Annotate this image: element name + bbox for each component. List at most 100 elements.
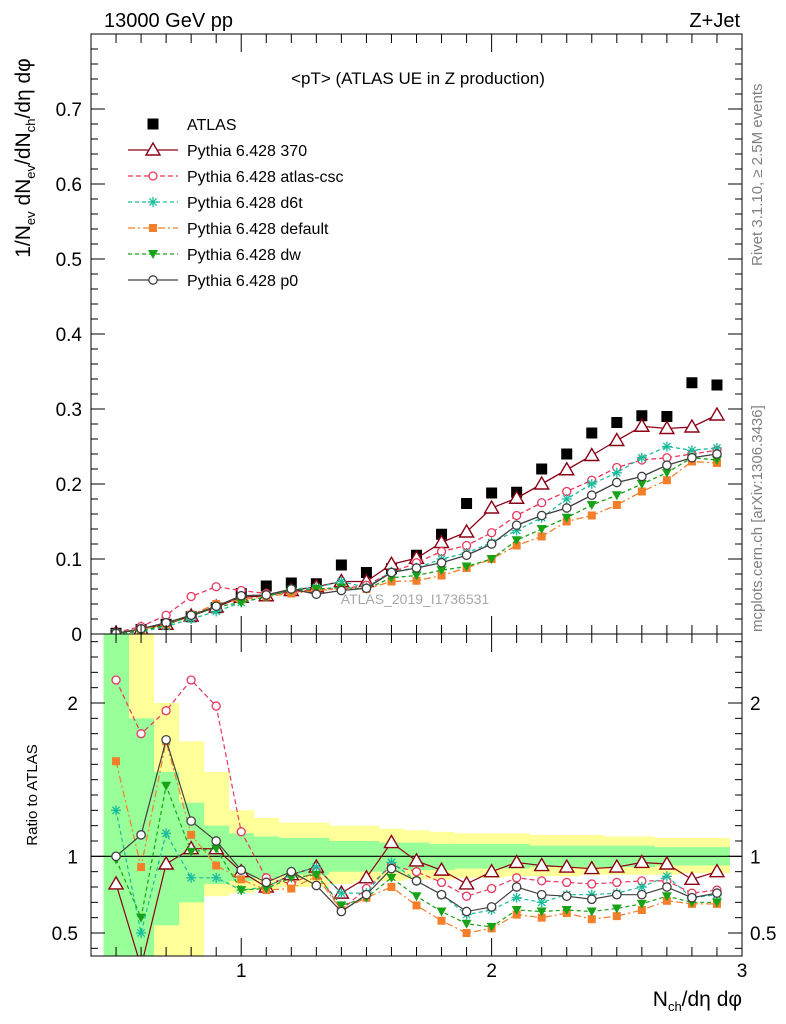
ratio-point-pythia-6-428-dw bbox=[186, 847, 197, 857]
main-point-pythia-6-428-p0 bbox=[712, 449, 722, 459]
ratio-point-pythia-6-428-dw bbox=[486, 922, 497, 932]
main-panel-axes: 0 0.1 0.2 0.3 0.4 0.5 0.6 0.7 bbox=[56, 33, 743, 646]
ratio-point-pythia-6-428-p0 bbox=[636, 889, 647, 900]
legend-entry-pythia-6-428-default: Pythia 6.428 default bbox=[128, 221, 329, 238]
main-point-pythia-6-428-370 bbox=[558, 461, 575, 476]
ratio-point-pythia-6-428-370 bbox=[107, 875, 125, 890]
ratio-point-pythia-6-428-dw bbox=[661, 892, 672, 902]
main-point-pythia-6-428-atlas-csc bbox=[486, 528, 497, 538]
ratio-point-pythia-6-428-370 bbox=[408, 852, 425, 867]
ratio-y-tick-label-left: 0.5 bbox=[52, 924, 78, 945]
ratio-point-pythia-6-428-default bbox=[612, 912, 621, 921]
ratio-point-pythia-6-428-dw bbox=[311, 870, 322, 880]
ratio-point-pythia-6-428-default bbox=[387, 883, 396, 891]
main-point-pythia-6-428-p0 bbox=[236, 590, 247, 601]
ratio-point-pythia-6-428-atlas-csc bbox=[612, 877, 622, 888]
main-point-pythia-6-428-p0 bbox=[311, 589, 322, 600]
ratio-point-pythia-6-428-dw bbox=[511, 906, 522, 915]
main-point-pythia-6-428-p0 bbox=[461, 550, 472, 561]
main-point-pythia-6-428-default bbox=[612, 501, 621, 509]
ratio-point-pythia-6-428-p0 bbox=[586, 894, 597, 905]
ratio-point-pythia-6-428-370 bbox=[358, 869, 375, 884]
main-point-pythia-6-428-370 bbox=[483, 499, 500, 514]
main-point-pythia-6-428-dw bbox=[661, 468, 672, 478]
ratio-point-pythia-6-428-dw bbox=[561, 906, 572, 915]
ratio-x-tick-label: 2 bbox=[486, 961, 497, 982]
ratio-point-pythia-6-428-p0 bbox=[311, 880, 322, 891]
header-right-label: Z+Jet bbox=[689, 10, 740, 32]
mcplots-source-label: mcplots.cern.ch [arXiv:1306.3436] bbox=[749, 405, 766, 632]
main-point-atlas bbox=[711, 379, 723, 391]
ratio-point-pythia-6-428-p0 bbox=[411, 876, 422, 886]
ratio-point-pythia-6-428-atlas-csc bbox=[537, 876, 547, 886]
main-point-pythia-6-428-p0 bbox=[511, 520, 522, 531]
ratio-point-pythia-6-428-default bbox=[462, 929, 471, 937]
ratio-point-pythia-6-428-d6t bbox=[511, 892, 522, 903]
main-point-atlas bbox=[561, 448, 573, 460]
legend-label: Pythia 6.428 370 bbox=[187, 143, 307, 160]
ratio-point-pythia-6-428-370 bbox=[157, 855, 175, 870]
ratio-point-pythia-6-428-p0 bbox=[386, 863, 397, 874]
ratio-point-pythia-6-428-d6t bbox=[336, 888, 347, 899]
ratio-point-pythia-6-428-p0 bbox=[261, 877, 272, 888]
ratio-point-pythia-6-428-370 bbox=[583, 860, 600, 875]
ratio-point-pythia-6-428-dw bbox=[461, 919, 472, 929]
ratio-band-inner bbox=[253, 836, 280, 878]
main-point-pythia-6-428-d6t bbox=[611, 467, 622, 478]
ratio-point-pythia-6-428-atlas-csc bbox=[186, 675, 196, 685]
ratio-point-pythia-6-428-atlas-csc bbox=[486, 883, 497, 894]
x-axis-title-text: Nch/dη dφ bbox=[653, 988, 742, 1014]
main-point-pythia-6-428-p0 bbox=[662, 460, 672, 471]
main-series-pythia-6-428-atlas-csc bbox=[111, 445, 722, 634]
main-point-atlas bbox=[636, 410, 648, 422]
ratio-point-pythia-6-428-370 bbox=[708, 863, 726, 878]
main-point-pythia-6-428-dw bbox=[711, 456, 722, 465]
main-point-pythia-6-428-p0 bbox=[211, 601, 222, 612]
legend-marker bbox=[148, 197, 158, 207]
main-point-atlas bbox=[611, 417, 623, 428]
main-point-pythia-6-428-d6t bbox=[636, 452, 647, 463]
main-point-atlas bbox=[260, 580, 272, 592]
main-point-pythia-6-428-dw bbox=[436, 566, 447, 576]
ratio-point-pythia-6-428-dw bbox=[261, 884, 272, 894]
ratio-x-tick-label: 1 bbox=[236, 961, 247, 982]
main-point-pythia-6-428-dw bbox=[486, 555, 497, 564]
ratio-point-pythia-6-428-p0 bbox=[511, 882, 522, 892]
ratio-point-pythia-6-428-d6t bbox=[661, 871, 672, 882]
main-point-pythia-6-428-p0 bbox=[586, 490, 597, 501]
ratio-point-pythia-6-428-atlas-csc bbox=[236, 827, 246, 837]
legend: ATLAS Pythia 6.428 370 Pythia 6.428 atlas-… bbox=[128, 117, 344, 290]
main-point-pythia-6-428-d6t bbox=[661, 441, 672, 452]
main-point-pythia-6-428-dw bbox=[461, 562, 472, 572]
analysis-watermark: ATLAS_2019_I1736531 bbox=[341, 591, 490, 607]
legend-entry-pythia-6-428-p0: Pythia 6.428 p0 bbox=[128, 273, 298, 290]
ratio-point-pythia-6-428-p0 bbox=[461, 906, 472, 917]
legend-marker bbox=[147, 118, 159, 130]
main-point-pythia-6-428-dw bbox=[411, 571, 422, 581]
main-point-pythia-6-428-atlas-csc bbox=[537, 498, 547, 508]
legend-marker bbox=[144, 141, 162, 156]
ratio-point-pythia-6-428-p0 bbox=[161, 734, 171, 745]
main-point-pythia-6-428-p0 bbox=[636, 471, 647, 482]
ratio-y-tick-label-left: 1 bbox=[67, 847, 78, 868]
ratio-point-pythia-6-428-dw bbox=[411, 892, 422, 902]
ratio-point-pythia-6-428-p0 bbox=[662, 882, 672, 892]
main-point-pythia-6-428-p0 bbox=[186, 610, 197, 621]
ratio-point-pythia-6-428-370 bbox=[608, 858, 626, 873]
ratio-point-pythia-6-428-default bbox=[637, 906, 646, 914]
ratio-point-pythia-6-428-atlas-csc bbox=[161, 706, 171, 716]
legend-entry-atlas: ATLAS bbox=[147, 117, 237, 134]
ratio-point-pythia-6-428-370 bbox=[134, 960, 148, 972]
ratio-point-pythia-6-428-p0 bbox=[436, 889, 447, 900]
ratio-point-pythia-6-428-default bbox=[237, 875, 246, 884]
ratio-panel-series bbox=[107, 675, 726, 972]
ratio-y-tick-label-right: 1 bbox=[750, 847, 761, 868]
ratio-point-pythia-6-428-p0 bbox=[111, 851, 121, 862]
ratio-point-pythia-6-428-370 bbox=[383, 834, 400, 849]
main-point-atlas bbox=[486, 487, 498, 499]
ratio-point-pythia-6-428-default bbox=[212, 861, 221, 870]
main-point-atlas bbox=[360, 567, 372, 578]
ratio-point-pythia-6-428-atlas-csc bbox=[436, 877, 447, 888]
ratio-point-pythia-6-428-p0 bbox=[211, 836, 222, 846]
